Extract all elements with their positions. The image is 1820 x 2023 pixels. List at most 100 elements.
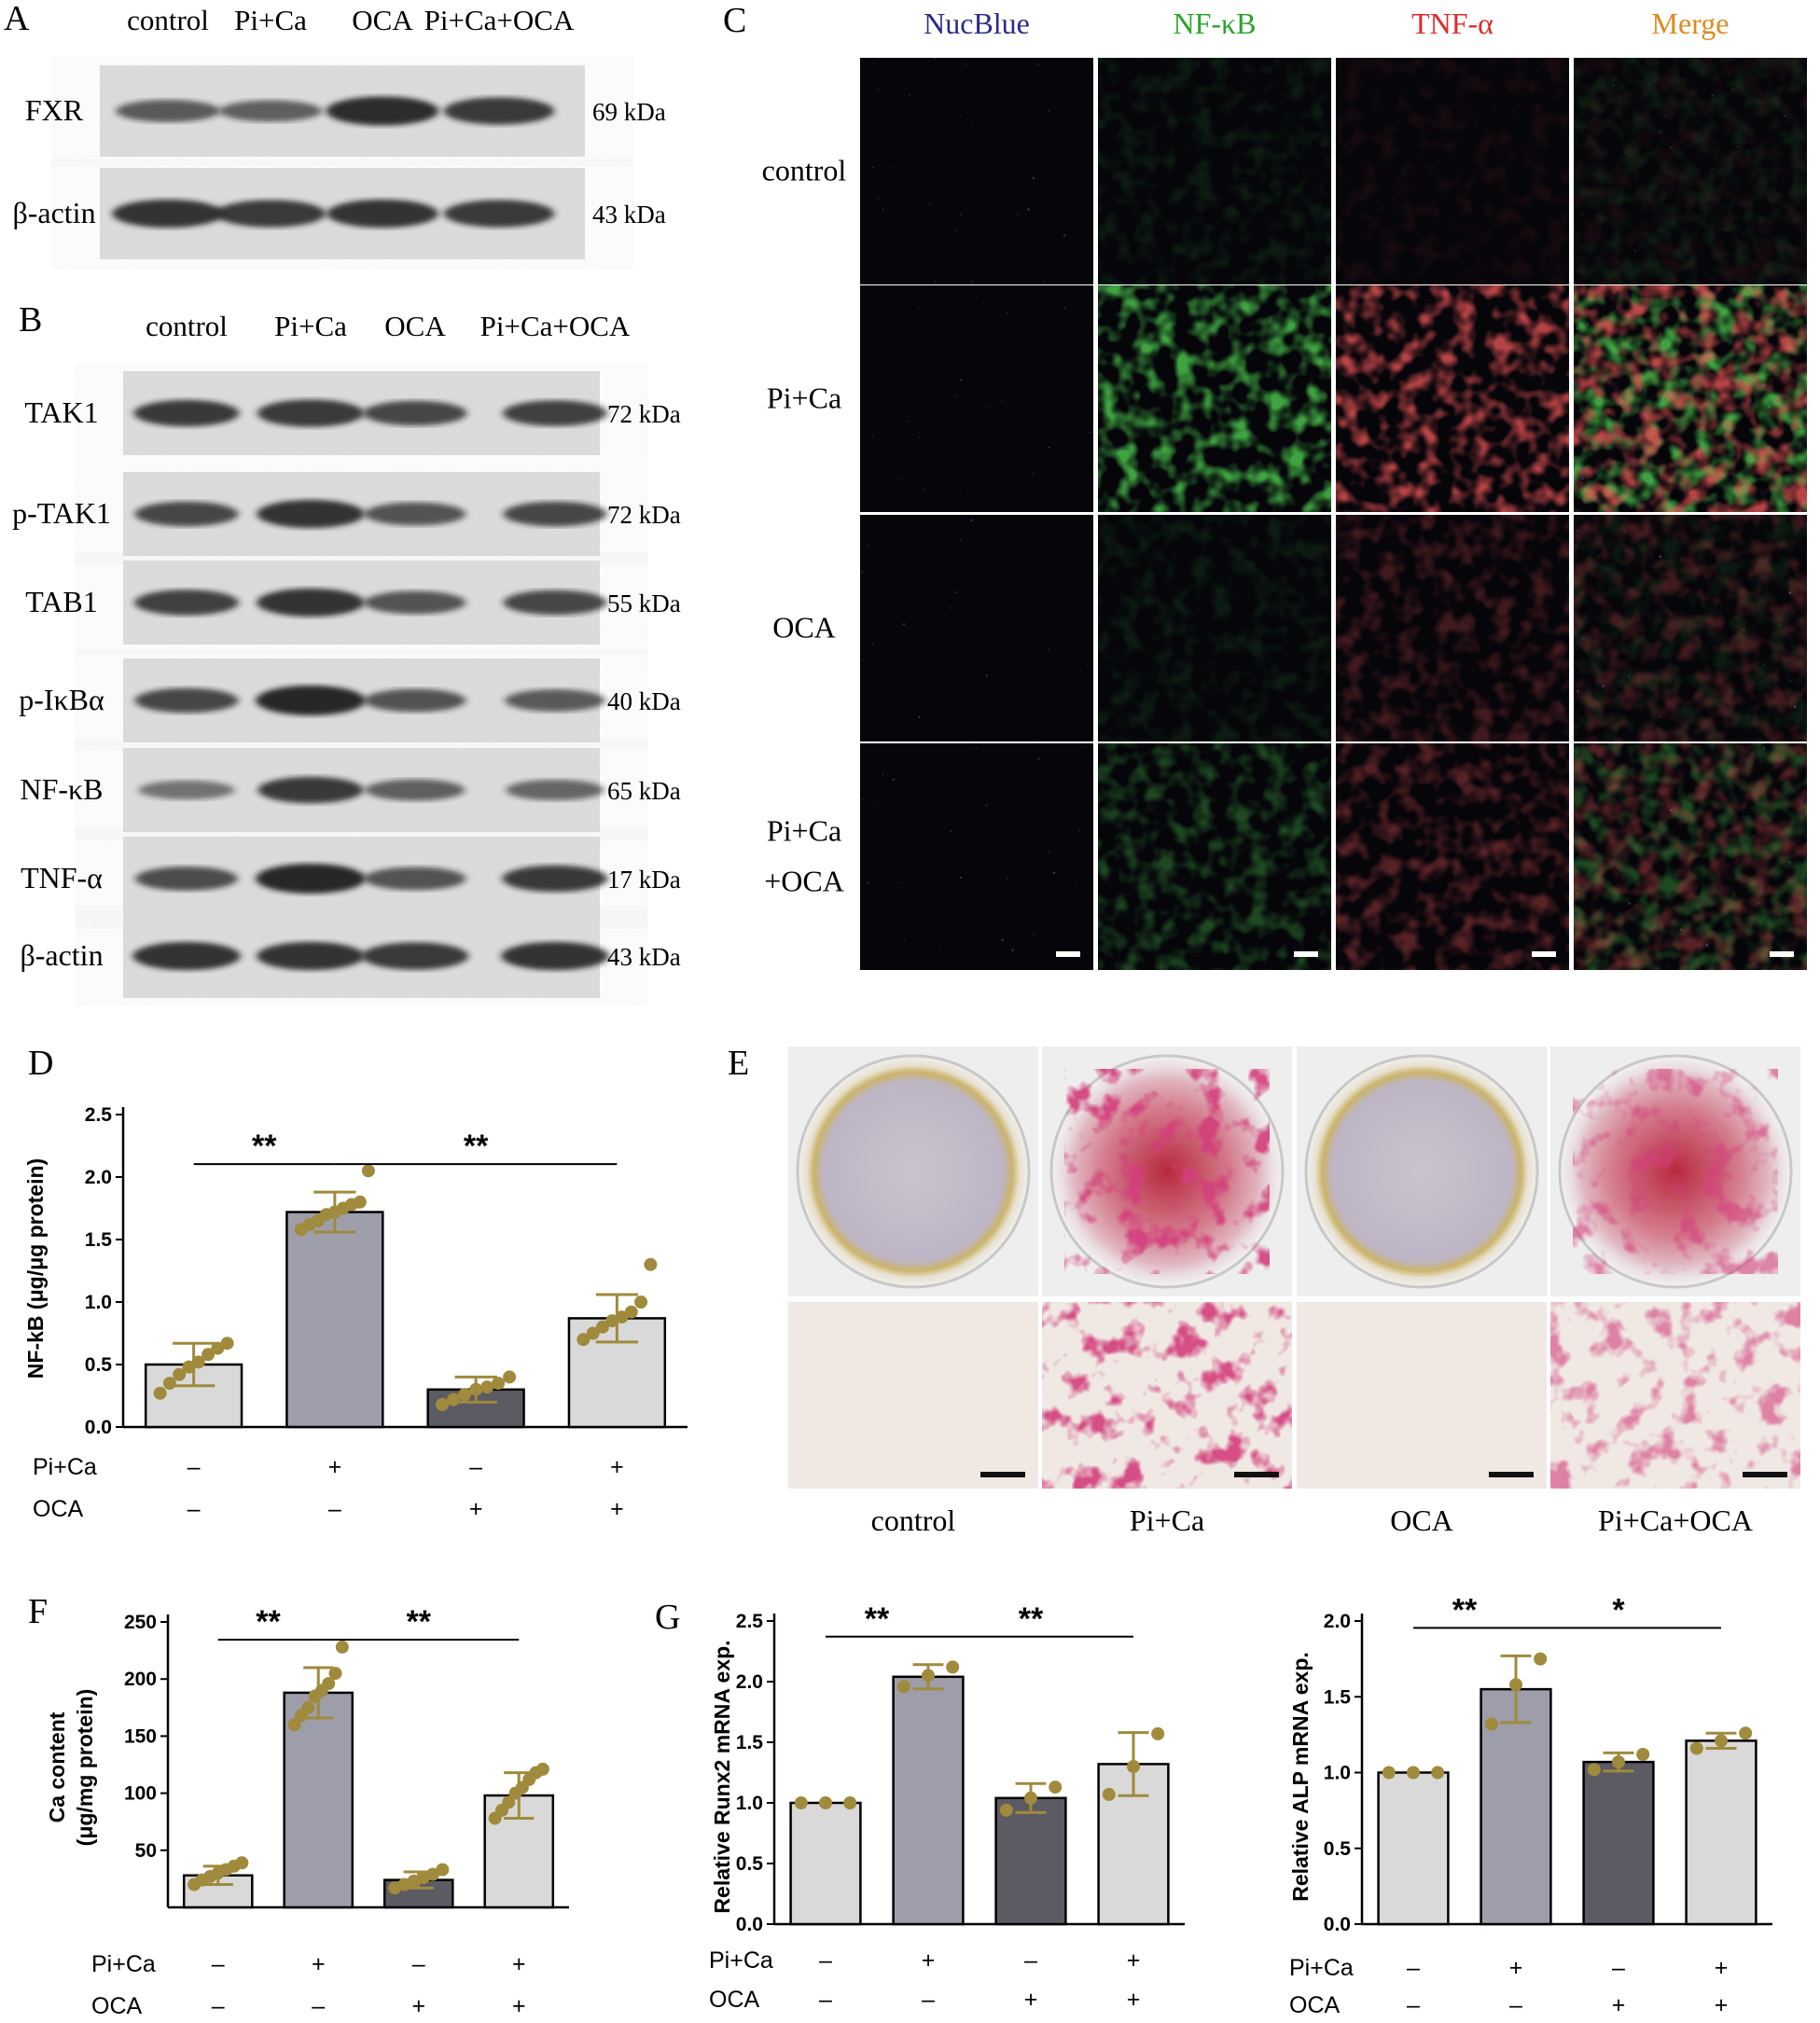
protein-band: [505, 689, 605, 712]
condition-mark: –: [1407, 1992, 1420, 2018]
condition-mark: +: [1024, 1987, 1038, 2013]
bar: [994, 1796, 1067, 1926]
y-tick-label: 0.0: [1324, 1914, 1351, 1935]
data-point: [235, 1856, 249, 1870]
lane-label: Pi+Ca+OCA: [480, 310, 631, 342]
condition-row-label: OCA: [33, 1496, 84, 1522]
condition-row-label: OCA: [709, 1987, 760, 2013]
condition-mark: +: [1127, 1987, 1141, 2013]
condition-label: Pi+Ca: [1130, 1503, 1204, 1537]
data-point: [1151, 1726, 1165, 1740]
protein-band: [116, 100, 220, 122]
micrograph: [788, 1302, 1038, 1489]
condition-mark: –: [188, 1454, 201, 1480]
calcified-nodules: [1550, 1302, 1800, 1489]
tnf-signal: [1336, 285, 1569, 512]
y-tick-label: 2.0: [85, 1167, 112, 1188]
condition-row-label: Pi+Ca: [91, 1951, 156, 1977]
significance-label: **: [865, 1601, 890, 1637]
data-point: [577, 1333, 590, 1347]
condition-mark: –: [1612, 1955, 1625, 1981]
lane-label: control: [127, 4, 209, 36]
data-point: [191, 1355, 205, 1369]
protein-label: β-actin: [20, 938, 103, 972]
tnf-signal: [1574, 58, 1807, 284]
data-point: [1612, 1755, 1625, 1769]
y-tick-label: 1.5: [85, 1229, 113, 1251]
condition-row-label: Pi+Ca: [33, 1454, 97, 1480]
y-tick-label: 150: [124, 1725, 157, 1747]
protein-label: TAB1: [25, 585, 97, 618]
y-tick-label: 2.0: [1324, 1611, 1351, 1632]
significance-label: **: [252, 1129, 277, 1164]
scale-bar: [1234, 1472, 1279, 1477]
data-point: [353, 1195, 367, 1209]
protein-label: p-TAK1: [12, 496, 111, 530]
channel-label: NucBlue: [924, 7, 1030, 40]
protein-band: [503, 589, 607, 616]
protein-band: [364, 866, 466, 891]
panel-letter: G: [655, 1598, 680, 1637]
data-point: [182, 1360, 196, 1374]
molecular-weight: 72 kDa: [607, 501, 681, 529]
protein-band: [112, 199, 224, 229]
data-point: [624, 1305, 638, 1319]
data-point: [615, 1310, 629, 1324]
condition-label: OCA: [772, 611, 836, 644]
condition-label: control: [762, 154, 847, 187]
protein-band: [138, 780, 235, 800]
scale-bar: [1770, 951, 1794, 957]
y-tick-label: 100: [124, 1783, 157, 1805]
data-point: [153, 1386, 167, 1400]
data-point: [1407, 1766, 1420, 1780]
data-point: [335, 1640, 349, 1654]
condition-row-label: OCA: [91, 1993, 143, 2019]
data-point: [1431, 1766, 1445, 1780]
nuclei-signal: [860, 285, 1093, 512]
data-point: [999, 1803, 1013, 1817]
data-point: [447, 1393, 461, 1406]
protein-band: [134, 589, 239, 616]
significance-label: **: [464, 1129, 489, 1164]
data-point: [436, 1397, 450, 1411]
y-axis-label: NF-kB (μg/μg protein): [23, 1158, 48, 1379]
condition-mark: +: [1612, 1992, 1626, 2018]
lane-label: OCA: [384, 310, 446, 342]
molecular-weight: 17 kDa: [607, 866, 681, 894]
protein-band: [257, 588, 365, 617]
data-point: [220, 1337, 234, 1351]
condition-mark: –: [212, 1993, 225, 2019]
condition-mark: +: [1715, 1992, 1729, 2018]
protein-band: [257, 399, 365, 427]
data-point: [946, 1660, 960, 1674]
data-point: [1739, 1726, 1753, 1740]
protein-band: [256, 686, 366, 715]
culture-well: [1304, 1054, 1539, 1289]
condition-mark: +: [1127, 1947, 1141, 1974]
protein-band: [443, 97, 555, 125]
protein-band: [135, 866, 238, 891]
significance-label: **: [256, 1604, 281, 1640]
channel-label: NF-κB: [1173, 7, 1256, 40]
data-point: [322, 1677, 336, 1691]
protein-band: [326, 96, 439, 126]
channel-label: TNF-α: [1411, 7, 1494, 40]
condition-row-label: Pi+Ca: [1289, 1955, 1354, 1981]
data-point: [922, 1669, 935, 1683]
condition-mark: –: [469, 1454, 482, 1480]
y-tick-label: 0.0: [85, 1417, 112, 1438]
condition-mark: –: [819, 1987, 832, 2013]
data-point: [458, 1388, 472, 1402]
molecular-weight: 72 kDa: [607, 400, 681, 428]
protein-band: [363, 400, 467, 426]
y-tick-label: 0.5: [85, 1354, 113, 1376]
data-point: [502, 1795, 516, 1809]
data-point: [1534, 1652, 1548, 1666]
protein-band: [132, 941, 241, 971]
scale-bar: [1532, 951, 1556, 957]
data-point: [503, 1370, 517, 1384]
condition-mark: +: [512, 1951, 526, 1977]
